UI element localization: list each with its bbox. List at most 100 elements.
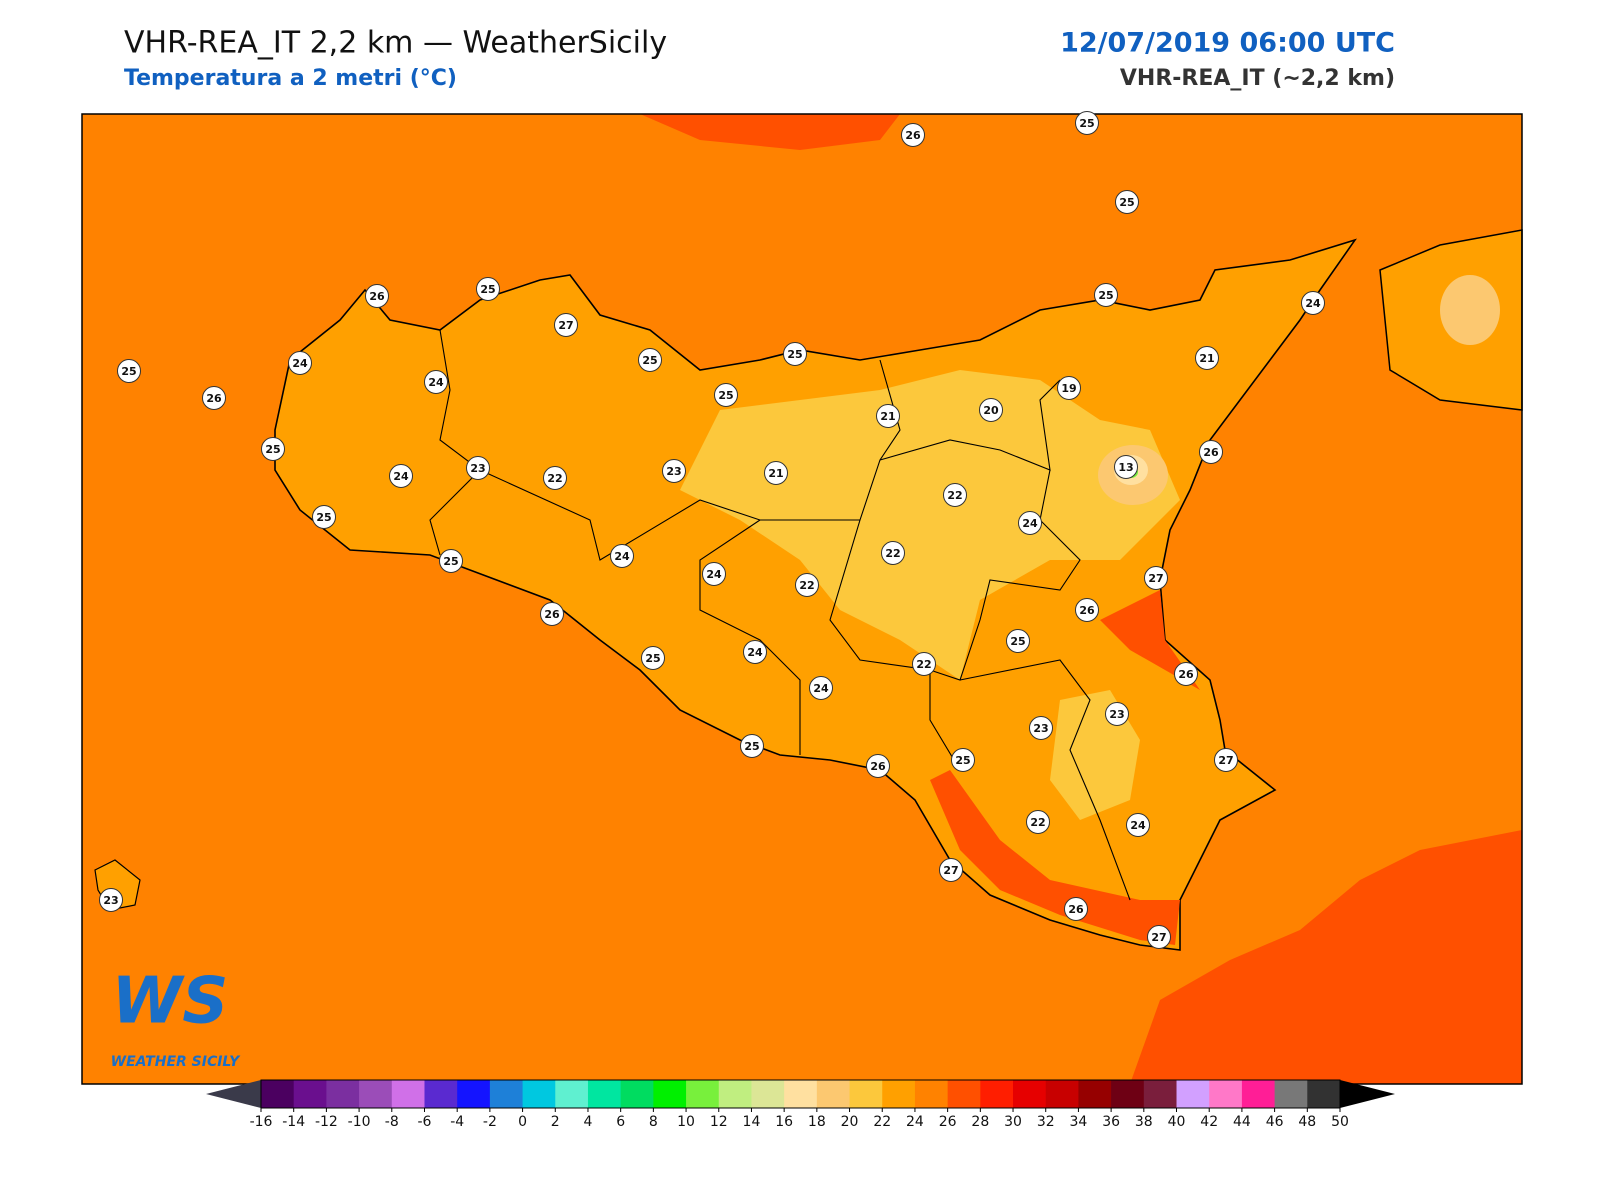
station-value: 25: [1119, 196, 1134, 209]
station: 26: [1064, 897, 1088, 921]
station-marker: [1094, 283, 1118, 307]
station-value: 24: [428, 376, 444, 389]
station-marker: [638, 348, 662, 372]
colorbar-bin: [326, 1080, 360, 1108]
colorbar-over: [1340, 1080, 1395, 1108]
colorbar-tick-label: -14: [282, 1114, 305, 1130]
colorbar: -16 -14 -12 -10 -8 -6 -4 -2 0 2 4 6 8 10 12 14 16 18 20 22 2…: [206, 1079, 1395, 1130]
colorbar-bin: [620, 1080, 654, 1108]
station-value: 23: [666, 465, 681, 478]
station-value: 23: [1109, 708, 1124, 721]
station: 25: [714, 383, 738, 407]
province-borders: [429, 329, 1131, 901]
station: 25: [312, 505, 336, 529]
map: 26 25 25 26 25 27 25 24 24 26 25 25 25 25 24 21 19 20 21 25…: [81, 111, 1523, 1085]
station-value: 24: [706, 568, 722, 581]
colorbar-tick-label: 48: [1298, 1114, 1316, 1130]
station-value: 27: [1151, 931, 1166, 944]
station-value: 21: [880, 410, 895, 423]
colorbar-tick-label: 22: [873, 1114, 891, 1130]
station: 25: [261, 437, 285, 461]
station-value: 22: [885, 547, 900, 560]
station: 25: [1094, 283, 1118, 307]
colorbar-bin: [457, 1080, 491, 1108]
border: [929, 469, 1081, 681]
warm-patch: [640, 114, 900, 150]
colorbar-bin: [718, 1080, 752, 1108]
colorbar-tick-label: 18: [808, 1114, 826, 1130]
station-value: 26: [1203, 446, 1219, 459]
station-marker: [610, 544, 634, 568]
station: 24: [424, 370, 448, 394]
station: 23: [1105, 702, 1129, 726]
station: 25: [117, 359, 141, 383]
colorbar-bin: [947, 1080, 981, 1108]
station: 25: [476, 277, 500, 301]
station: 23: [99, 888, 123, 912]
station: 25: [439, 549, 463, 573]
station: 22: [1026, 810, 1050, 834]
station: 27: [939, 858, 963, 882]
station: 23: [662, 459, 686, 483]
colorbar-tick-label: 20: [841, 1114, 859, 1130]
station-value: 24: [1022, 517, 1038, 530]
station-value: 25: [1098, 289, 1113, 302]
colorbar-bin: [751, 1080, 785, 1108]
colorbar-tick-label: -16: [250, 1114, 273, 1130]
colorbar-tick-label: 42: [1200, 1114, 1218, 1130]
colorbar-bin: [1307, 1080, 1341, 1108]
colorbar-tick-label: 14: [743, 1114, 761, 1130]
station-value: 22: [799, 579, 814, 592]
station-value: 26: [1178, 668, 1194, 681]
station-value: 27: [558, 319, 573, 332]
station-marker: [1144, 566, 1168, 590]
station-marker: [1018, 511, 1042, 535]
station-marker: [1057, 376, 1081, 400]
warm-patch: [1100, 590, 1200, 690]
station-value: 26: [206, 392, 222, 405]
station-marker: [979, 398, 1003, 422]
station-value: 26: [1068, 903, 1084, 916]
station: 21: [1195, 346, 1219, 370]
station-marker: [424, 370, 448, 394]
station-marker: [939, 858, 963, 882]
station-value: 26: [905, 129, 921, 142]
station-marker: [951, 748, 975, 772]
station: 25: [740, 734, 764, 758]
station-marker: [1006, 629, 1030, 653]
colorbar-bin: [261, 1080, 295, 1108]
station: 26: [365, 284, 389, 308]
colorbar-tick-label: 6: [616, 1114, 625, 1130]
border: [429, 329, 481, 556]
colorbar-bin: [1078, 1080, 1112, 1108]
colorbar-tick-label: 40: [1168, 1114, 1186, 1130]
colorbar-tick-label: 10: [677, 1114, 695, 1130]
station-value: 27: [1148, 572, 1163, 585]
station-marker: [312, 505, 336, 529]
station-labels: 26 25 25 26 25 27 25 24 24 26 25 25 25 25 24 21 19 20 21 25…: [99, 111, 1325, 949]
colorbar-frame: [260, 1079, 1341, 1109]
station-value: 23: [1033, 722, 1048, 735]
station-value: 21: [768, 467, 783, 480]
station-value: 24: [1305, 297, 1321, 310]
station-marker: [261, 437, 285, 461]
station: 24: [702, 562, 726, 586]
station: 26: [202, 386, 226, 410]
station-marker: [702, 562, 726, 586]
station-marker: [554, 313, 578, 337]
station: 23: [466, 456, 490, 480]
border: [879, 379, 1061, 471]
station: 20: [979, 398, 1003, 422]
station-value: 25: [645, 652, 660, 665]
colorbar-tick-label: -4: [450, 1114, 464, 1130]
colorbar-bin: [359, 1080, 393, 1108]
station-value: 23: [470, 462, 485, 475]
station-value: 26: [544, 608, 560, 621]
colorbar-tick-label: 12: [710, 1114, 728, 1130]
station-value: 24: [1130, 819, 1146, 832]
station-value: 24: [292, 357, 308, 370]
station-marker: [795, 573, 819, 597]
colorbar-tick-label: -8: [385, 1114, 399, 1130]
station-value: 26: [369, 290, 385, 303]
station-value: 25: [744, 740, 759, 753]
